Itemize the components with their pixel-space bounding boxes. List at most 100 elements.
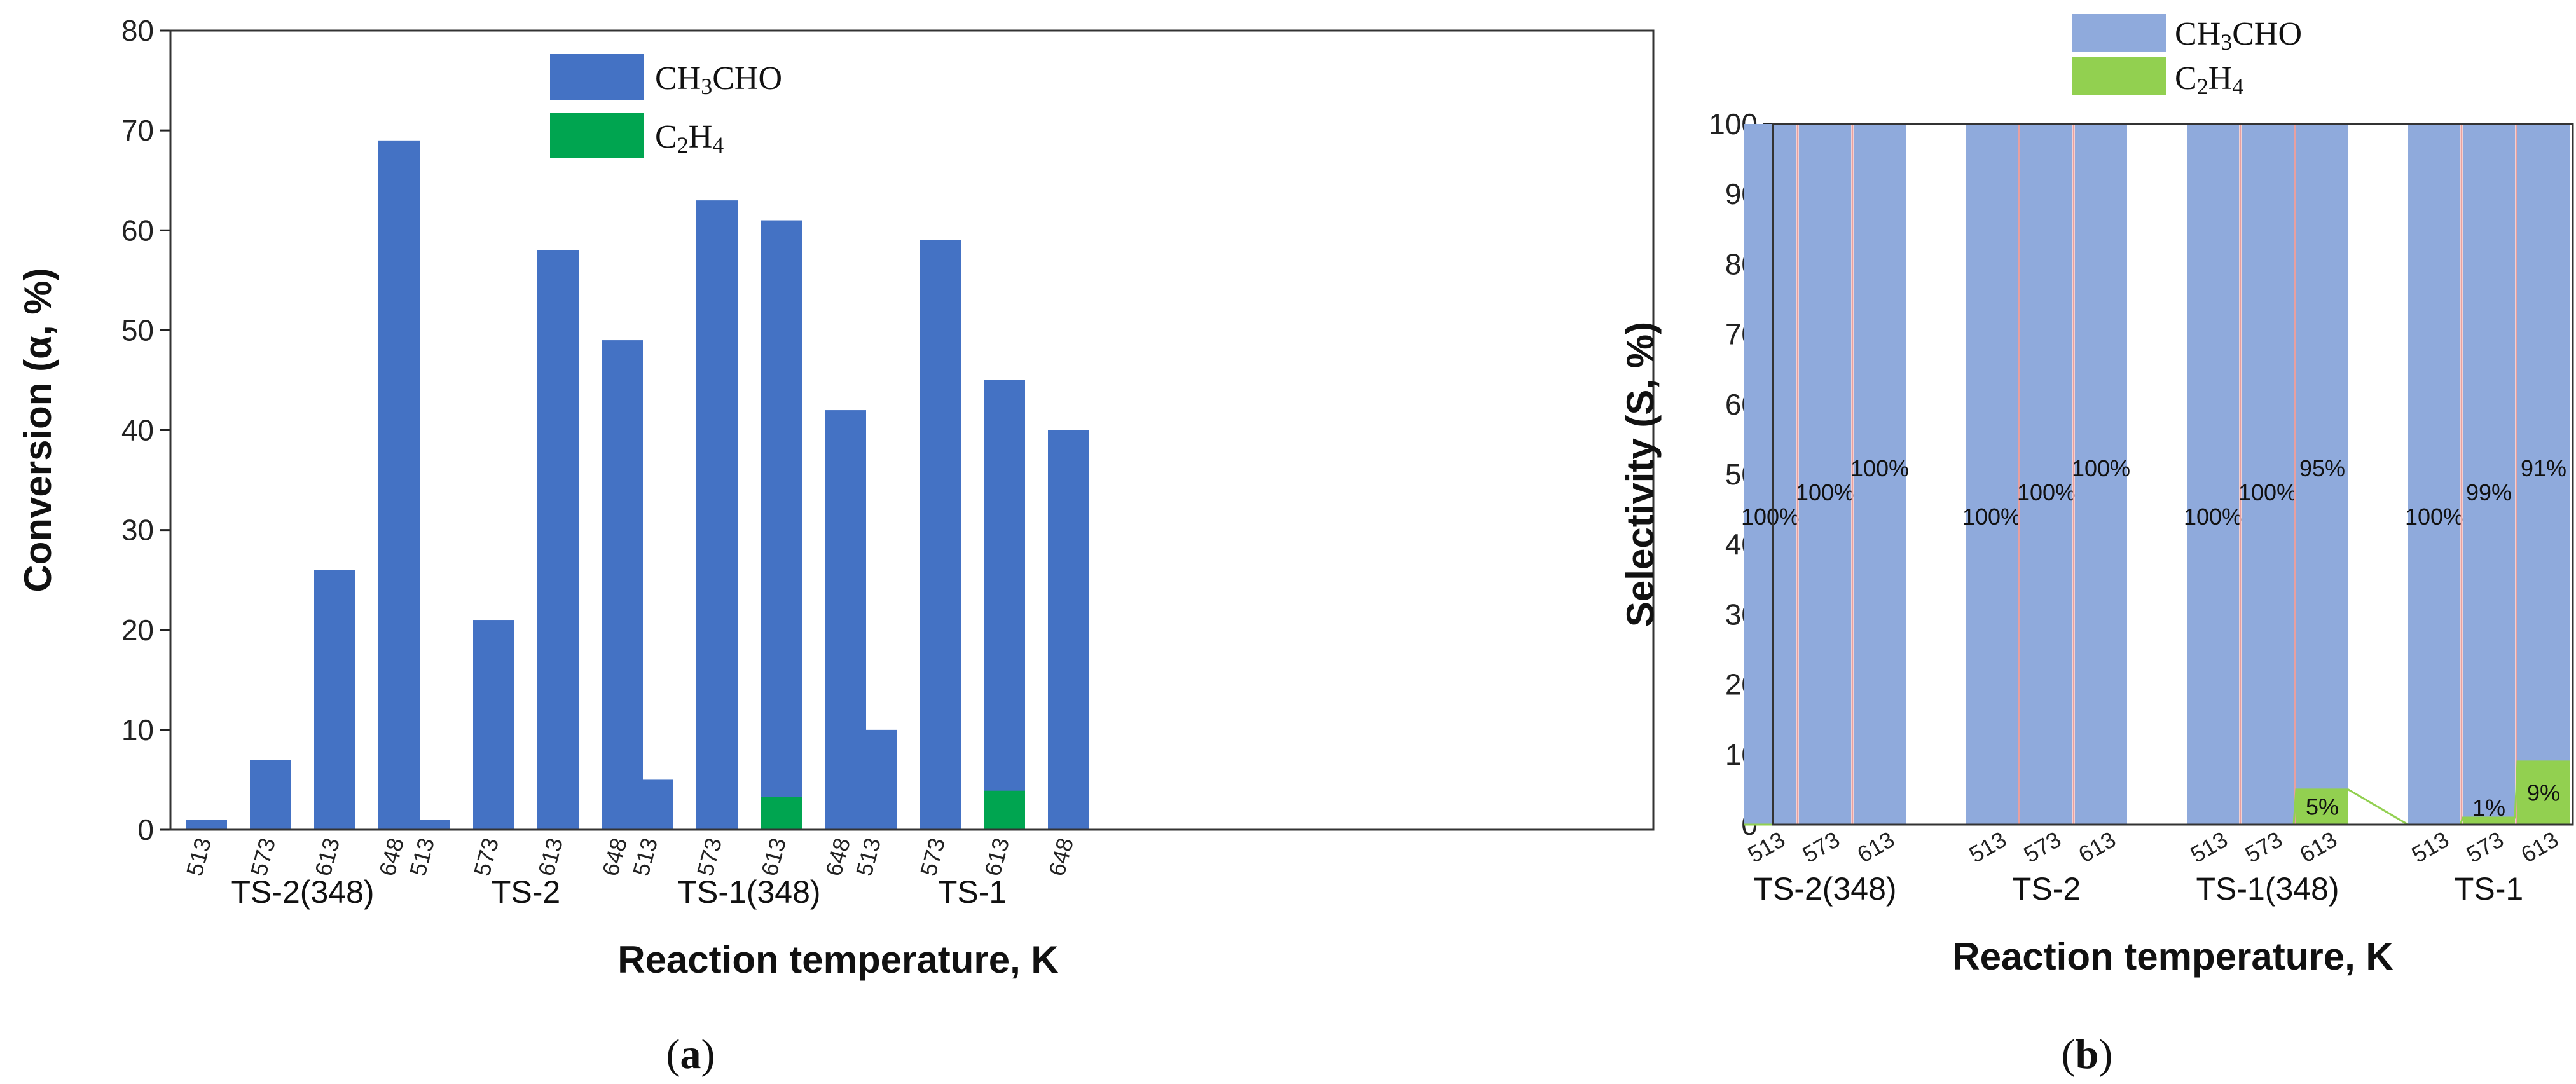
y-tick-label: 0	[137, 813, 154, 846]
category-label: 573	[2240, 826, 2287, 868]
group-label: TS-1	[938, 874, 1007, 910]
y-tick-label: 70	[121, 114, 154, 147]
group-label: TS-2(348)	[1753, 871, 1896, 907]
data-label-acetaldehyde: 100%	[1796, 479, 1854, 505]
category-label: 573	[1798, 826, 1844, 868]
y-tick-label: 50	[121, 313, 154, 346]
legend-subscript: 3	[701, 74, 712, 99]
bar-ethylene	[984, 790, 1025, 830]
legend-text: CHO	[712, 60, 782, 97]
bar-acetaldehyde	[602, 340, 643, 830]
bar-ethylene	[761, 797, 802, 830]
legend-text: CH	[2175, 16, 2221, 52]
data-label-acetaldehyde: 100%	[2405, 504, 2463, 530]
legend-text: CH	[655, 60, 701, 97]
legend-swatch-acetaldehyde	[2072, 14, 2166, 52]
y-tick-label: 40	[121, 414, 154, 447]
y-tick-label: 20	[121, 614, 154, 647]
bar-acetaldehyde	[2242, 124, 2294, 825]
y-axis-title: Selectivity (S, %)	[1619, 322, 1662, 627]
category-label: 648	[597, 835, 632, 879]
category-label: 573	[692, 835, 727, 879]
category-label: 573	[2019, 826, 2065, 868]
category-label: 573	[915, 835, 950, 879]
group-label: TS-1(348)	[2196, 871, 2339, 907]
x-axis-title: Reaction temperature, K	[1952, 935, 2393, 978]
legend-text: H	[689, 119, 713, 155]
data-label-acetaldehyde: 100%	[2017, 479, 2076, 505]
data-label-acetaldehyde: 100%	[1850, 455, 1909, 481]
bar-ethylene	[2296, 789, 2348, 825]
legend-text: H	[2208, 60, 2233, 97]
bar-acetaldehyde	[2296, 124, 2348, 790]
bar-acetaldehyde	[984, 380, 1025, 830]
bar-acetaldehyde	[2020, 124, 2072, 825]
bar-acetaldehyde	[1854, 124, 1906, 825]
y-tick-label: 30	[121, 514, 154, 547]
legend-subscript: 2	[2197, 74, 2208, 99]
bar-acetaldehyde	[761, 220, 802, 830]
bar-acetaldehyde	[314, 570, 355, 830]
data-label-acetaldehyde: 100%	[1741, 504, 1800, 530]
caption-paren: )	[2098, 1031, 2112, 1078]
data-label-ethylene: 9%	[2527, 779, 2560, 806]
legend-label-acetaldehyde: CH3CHO	[655, 60, 782, 99]
group-label: TS-2(348)	[231, 874, 374, 910]
legend-swatch-ethylene	[2072, 57, 2166, 95]
category-label: 613	[2074, 826, 2120, 868]
category-label: 613	[533, 835, 568, 879]
bar-ethylene	[2463, 817, 2515, 825]
category-label: 513	[2186, 826, 2232, 868]
category-label: 613	[1852, 826, 1899, 868]
data-label-acetaldehyde: 100%	[2072, 455, 2130, 481]
category-label: 613	[310, 835, 345, 879]
bar-acetaldehyde	[920, 240, 961, 830]
bar-acetaldehyde	[473, 620, 514, 830]
x-axis-title: Reaction temperature, K	[617, 938, 1059, 981]
legend-swatch-acetaldehyde	[550, 54, 644, 100]
data-label-acetaldehyde: 100%	[2184, 504, 2242, 530]
legend-text: CHO	[2232, 16, 2302, 52]
data-label-acetaldehyde: 91%	[2521, 455, 2566, 481]
group-label: TS-2	[2012, 871, 2081, 907]
y-tick-label: 10	[121, 713, 154, 746]
data-label-acetaldehyde: 100%	[1962, 504, 2021, 530]
category-label: 513	[851, 835, 886, 879]
bar-acetaldehyde	[2517, 124, 2570, 762]
category-label: 513	[628, 835, 663, 879]
caption-paren: )	[701, 1031, 715, 1078]
data-label-ethylene: 5%	[2306, 793, 2339, 820]
bar-acetaldehyde	[409, 820, 450, 830]
bar-acetaldehyde	[632, 779, 673, 830]
chart-caption: (b)	[2062, 1031, 2113, 1078]
category-label: 573	[469, 835, 504, 879]
category-label: 513	[404, 835, 439, 879]
bar-acetaldehyde	[1744, 124, 1796, 825]
category-label: 648	[374, 835, 409, 879]
caption-letter: b	[2076, 1031, 2099, 1078]
bar-acetaldehyde	[2463, 124, 2515, 818]
data-label-acetaldehyde: 95%	[2299, 455, 2345, 481]
group-label: TS-1(348)	[677, 874, 820, 910]
legend-subscript: 2	[677, 132, 689, 158]
bar-acetaldehyde	[537, 250, 579, 830]
category-label: 613	[2516, 826, 2563, 868]
legend-text: C	[2175, 60, 2197, 97]
legend-subscript: 4	[712, 132, 724, 158]
legend-label-acetaldehyde: CH3CHO	[2175, 16, 2302, 55]
bar-acetaldehyde	[2408, 124, 2460, 825]
plot-frame	[169, 29, 1655, 831]
plot-frame	[1772, 123, 2574, 826]
y-tick-label: 80	[121, 14, 154, 47]
category-label: 613	[2295, 826, 2341, 868]
category-label: 613	[979, 835, 1014, 879]
bar-ethylene	[2517, 761, 2570, 825]
legend-subscript: 4	[2232, 74, 2243, 99]
category-label: 573	[2462, 826, 2508, 868]
group-label: TS-1	[2455, 871, 2523, 907]
bar-acetaldehyde	[855, 729, 897, 830]
chart-b-selectivity: 0102030405060708090100100%513100%573100%…	[1619, 14, 2574, 1078]
data-label-acetaldehyde: 99%	[2466, 479, 2512, 505]
